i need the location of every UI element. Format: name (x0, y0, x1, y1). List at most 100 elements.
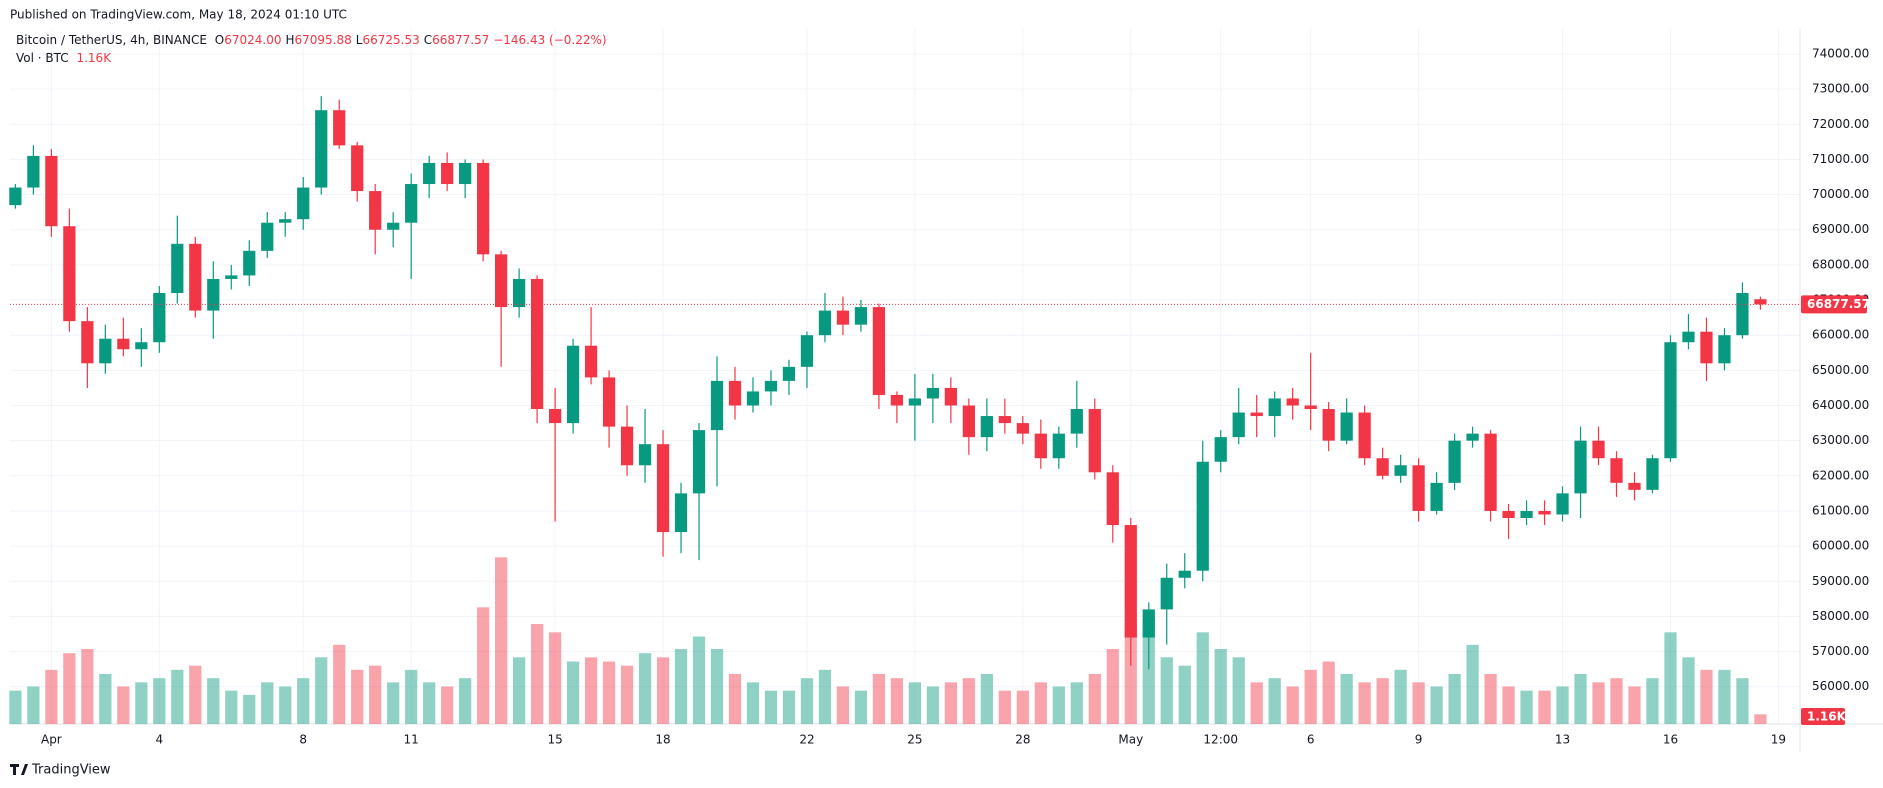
candle-body (1052, 433, 1065, 459)
candle-body (1646, 458, 1659, 490)
volume-bar (27, 686, 40, 724)
volume-bar (818, 669, 832, 724)
volume-bar (764, 690, 778, 724)
candle-body (1088, 409, 1101, 473)
candle-body (1016, 423, 1029, 434)
volume-name: Vol · BTC (16, 51, 69, 65)
volume-bar (1214, 649, 1227, 724)
candle-body (1610, 458, 1623, 483)
y-tick-label: 57000.00 (1812, 644, 1869, 658)
x-tick-label: May (1118, 733, 1143, 747)
candle-body (1142, 609, 1155, 638)
volume-bar (1754, 714, 1767, 724)
volume-box-label: 1.16K (1807, 710, 1847, 724)
y-tick-label: 58000.00 (1812, 609, 1869, 623)
volume-bar (459, 678, 472, 724)
candle-body (602, 377, 616, 427)
volume-bar (836, 686, 850, 724)
volume-bar (1376, 678, 1389, 724)
volume-bar (477, 607, 490, 724)
volume-bar (854, 690, 868, 724)
candle-body (1070, 409, 1083, 434)
candle-body (441, 162, 454, 185)
volume-bar (1034, 682, 1047, 724)
candle-body (584, 345, 598, 378)
brand: TradingView (31, 763, 111, 778)
volume-bar (423, 682, 436, 724)
candle-body (962, 405, 975, 438)
x-tick-label: 25 (907, 733, 922, 747)
ohlc-value: 67095.88 (294, 33, 352, 47)
y-tick-label: 70000.00 (1812, 187, 1869, 201)
candle-body (1718, 335, 1731, 364)
volume-bar (512, 657, 526, 724)
y-tick-label: 64000.00 (1812, 398, 1869, 412)
candle-body (63, 226, 76, 322)
candle-body (638, 444, 652, 466)
candle-body (261, 222, 274, 251)
volume-bar (1304, 669, 1317, 724)
candle-body (1106, 472, 1119, 526)
last-price-box (1801, 295, 1867, 314)
volume-bar (117, 686, 130, 724)
symbol-legend: Bitcoin / TetherUS, 4h, BINANCE O67024.0… (16, 33, 607, 47)
volume-bar (584, 657, 598, 724)
volume-bar (1322, 661, 1335, 724)
volume-bar (171, 669, 184, 724)
volume-value: 1.16K (76, 51, 112, 65)
volume-bar (638, 653, 652, 724)
candle-body (1286, 398, 1299, 406)
candle-body (1520, 510, 1533, 518)
candle-body (1268, 398, 1281, 417)
candle-body (135, 342, 148, 350)
candle-body (944, 387, 957, 406)
volume-bar (279, 686, 292, 724)
volume-bar (1088, 674, 1101, 724)
candle-body (674, 493, 688, 533)
candle-body (477, 162, 490, 255)
volume-bar (351, 669, 364, 724)
candle-body (872, 307, 886, 395)
ohlc-legend: O67024.00 H67095.88 L66725.53 C66877.57 (211, 33, 490, 47)
volume-bar (333, 644, 346, 724)
volume-bar (1016, 690, 1029, 724)
volume-bar (243, 694, 256, 724)
y-tick-label: 69000.00 (1812, 222, 1869, 236)
volume-bar (45, 669, 58, 724)
volume-bar (1646, 678, 1659, 724)
change: −146.43 (−0.22%) (493, 33, 607, 47)
volume-bar (225, 690, 238, 724)
candle-body (728, 380, 742, 406)
volume-bar (1394, 669, 1407, 724)
x-tick-label: 16 (1663, 733, 1678, 747)
candle-body (998, 416, 1011, 424)
candle-body (908, 398, 922, 406)
candle-body (27, 155, 40, 188)
y-tick-label: 73000.00 (1812, 82, 1869, 96)
volume-bar (530, 624, 544, 724)
volume-bar (153, 678, 166, 724)
ohlc-key: C (423, 33, 433, 47)
volume-bar (1502, 686, 1515, 724)
candle-body (81, 321, 94, 364)
candle-body (926, 387, 940, 399)
volume-bar (1250, 682, 1263, 724)
y-tick-label: 71000.00 (1812, 152, 1869, 166)
volume-bar (962, 678, 975, 724)
y-tick-label: 72000.00 (1812, 117, 1869, 131)
volume-bar (746, 682, 760, 724)
ohlc-value: 66725.53 (362, 33, 420, 47)
volume-bar (1664, 632, 1677, 724)
last-price-label: 66877.57 (1807, 297, 1870, 311)
candle-body (1700, 331, 1713, 364)
volume-bar (99, 674, 112, 724)
x-tick-label: 8 (299, 733, 307, 747)
volume-bar (980, 674, 993, 724)
volume-bar (369, 665, 382, 724)
volume-bar (908, 682, 922, 724)
volume-bar (566, 661, 580, 724)
volume-bar (1538, 690, 1551, 724)
candle-body (1502, 510, 1515, 518)
candle-body (1178, 570, 1191, 578)
